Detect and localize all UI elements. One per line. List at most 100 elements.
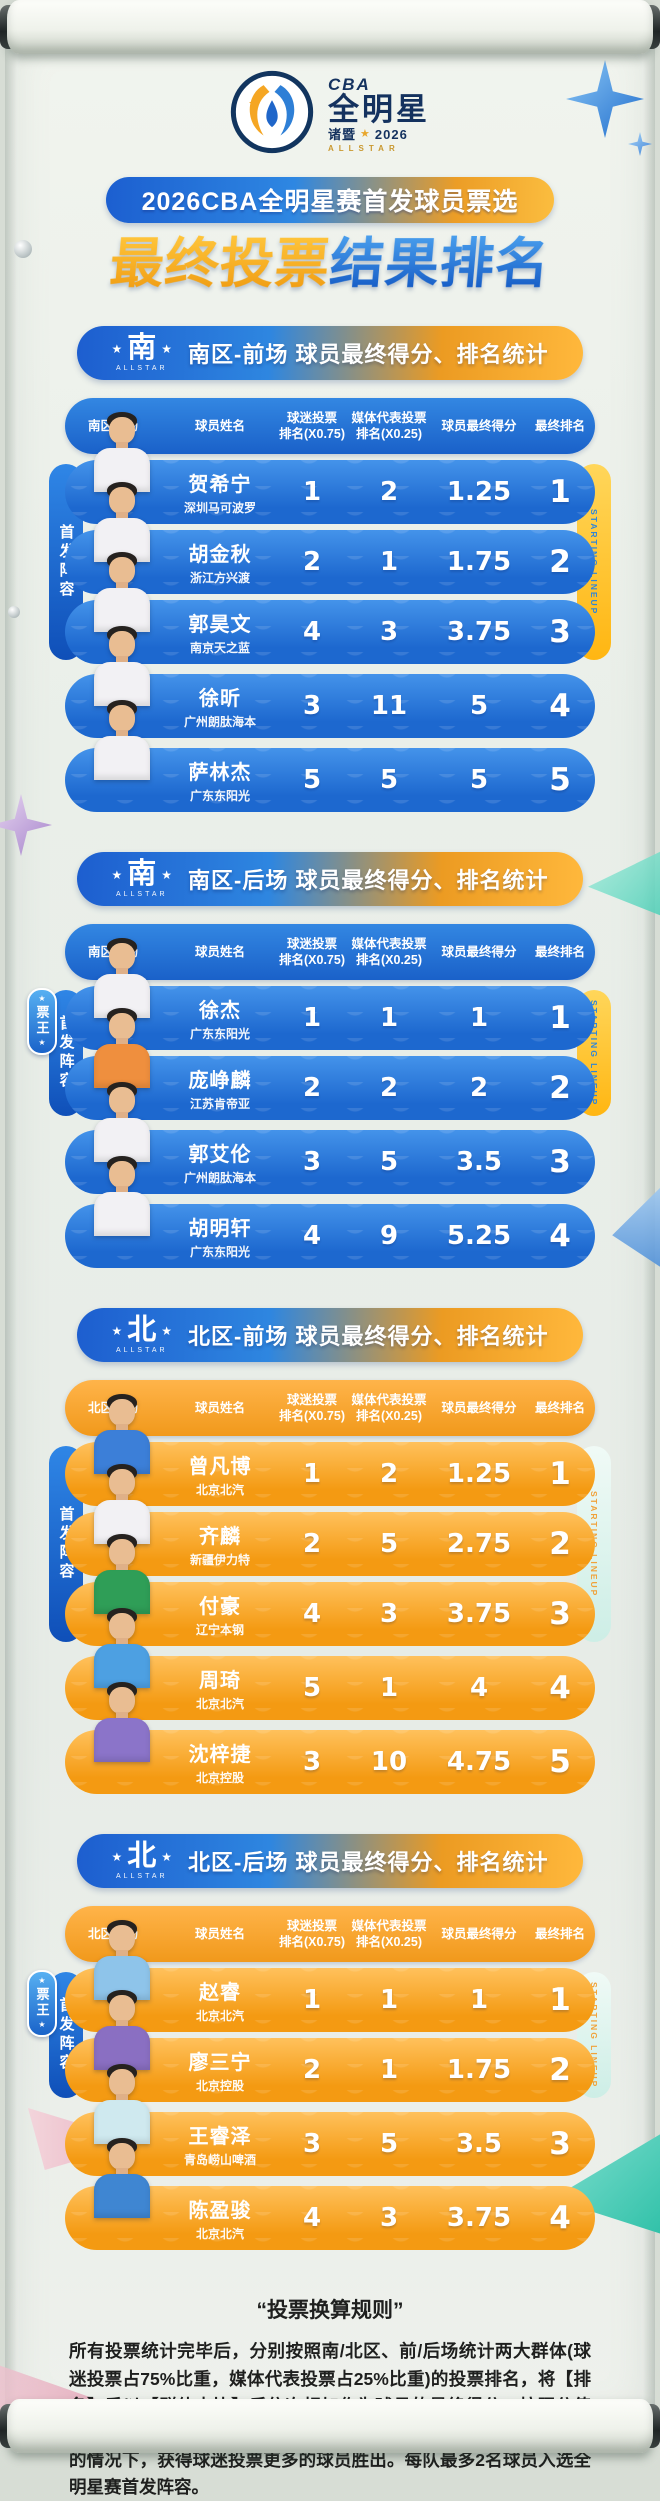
- column-media-vote: 媒体代表投票 排名(X0.25): [345, 1392, 433, 1425]
- fan-vote-rank-value: 2: [302, 2055, 322, 2086]
- player-avatar: [93, 1534, 151, 1615]
- media-vote-rank-value: 5: [379, 765, 399, 796]
- avatar-neck: [116, 582, 128, 593]
- media-vote-rank-value: 5: [379, 2129, 399, 2160]
- avatar-neck: [116, 1950, 128, 1961]
- avatar-face: [109, 1161, 135, 1189]
- player-row: ★ 票王 ★ 贺希宁 深圳马可波罗 1 2 1.25 1: [65, 412, 595, 525]
- player-identity: 王睿泽 青岛崂山啤酒: [161, 2120, 279, 2168]
- column-final-score: 球员最终得分: [441, 945, 517, 960]
- page-title-right: 结果排名: [327, 234, 553, 294]
- avatar-neck: [116, 1424, 128, 1435]
- avatar-face: [109, 1087, 135, 1115]
- column-line: 排名(X0.75): [279, 1409, 345, 1424]
- player-row: ★ 票王 ★ 付豪 辽宁本钢 4 3 3.75 3: [65, 1534, 595, 1647]
- player-identity: 郭艾伦 广州朗肽海本: [161, 1138, 279, 1186]
- player-team: 广州朗肽海本: [183, 1171, 256, 1186]
- player-team: 浙江方兴渡: [189, 571, 250, 586]
- media-vote-rank-value: 1: [379, 1673, 399, 1704]
- column-line: 球迷投票: [286, 1393, 337, 1408]
- player-team: 江苏肯帝亚: [189, 1097, 250, 1112]
- section-title: 北区-前场 球员最终得分、排名统计: [188, 1324, 549, 1350]
- logo-subline: 诸暨 ★ 2026: [328, 128, 430, 142]
- column-final-rank: 最终排名: [534, 1927, 585, 1942]
- fan-vote-rank-value: 2: [302, 547, 322, 578]
- media-vote-rank-value: 5: [379, 1147, 399, 1178]
- fan-vote-rank-value: 4: [302, 1599, 322, 1630]
- region-badge-sub: ALLSTAR: [115, 891, 168, 899]
- avatar-face: [109, 705, 135, 733]
- player-team: 北京北汽: [195, 1483, 244, 1498]
- player-row: ★ 票王 ★ 郭昊文 南京天之蓝 4 3 3.75 3: [65, 552, 595, 665]
- fan-vote-rank-value: 1: [302, 1985, 322, 2016]
- player-identity: 廖三宁 北京控股: [161, 2046, 279, 2094]
- scroll-roll-top: [0, 0, 660, 54]
- player-row: ★ 票王 ★ 赵睿 北京北汽 1 1 1 1: [27, 1920, 595, 2038]
- avatar-face: [109, 943, 135, 971]
- fan-vote-rank-value: 1: [302, 1459, 322, 1490]
- starting-lineup-group: 首发阵容 STARTING LINEUP ★ 票王 ★ 赵睿 北京北汽 1 1 …: [27, 1920, 611, 2103]
- player-name: 郭昊文: [188, 614, 252, 637]
- media-vote-rank-value: 1: [379, 547, 399, 578]
- final-score-value: 2.75: [446, 1529, 512, 1560]
- star-icon: ★: [38, 1976, 46, 1986]
- player-team: 辽宁本钢: [195, 1623, 244, 1638]
- player-name: 赵睿: [199, 1982, 241, 2005]
- region-badge-char: 北: [127, 1314, 157, 1347]
- avatar-face: [109, 1925, 135, 1953]
- avatar-neck: [116, 1186, 128, 1197]
- player-name: 陈盈骏: [188, 2200, 252, 2223]
- column-media-vote: 媒体代表投票 排名(X0.25): [345, 936, 433, 969]
- region-badge: ★ 北 ★ ALLSTAR: [112, 1842, 173, 1881]
- final-score-value: 3.5: [455, 1147, 503, 1178]
- starting-lineup-group: 首发阵容 STARTING LINEUP ★ 票王 ★ 徐杰 广东东阳光 1 1…: [27, 938, 611, 1121]
- avatar-jersey: [94, 736, 150, 781]
- player-identity: 齐麟 新疆伊力特: [161, 1520, 279, 1568]
- fan-vote-rank-value: 5: [302, 765, 322, 796]
- media-vote-rank-value: 3: [379, 2203, 399, 2234]
- final-rank-value: 4: [549, 1670, 571, 1707]
- player-team: 广州朗肽海本: [183, 715, 256, 730]
- avatar-neck: [116, 1712, 128, 1723]
- player-identity: 陈盈骏 北京北汽: [161, 2194, 279, 2242]
- media-vote-rank-value: 3: [379, 1599, 399, 1630]
- player-identity: 庞峥麟 江苏肯帝亚: [161, 1064, 279, 1112]
- player-name: 萨林杰: [188, 762, 252, 785]
- final-rank-value: 3: [549, 1144, 571, 1181]
- fan-vote-rank-value: 3: [302, 2129, 322, 2160]
- media-vote-rank-value: 5: [379, 1529, 399, 1560]
- logo-wordmark: CBA 全明星 诸暨 ★ 2026 ALLSTAR: [328, 75, 430, 153]
- avatar-neck: [116, 512, 128, 523]
- page-title: 最终投票结果排名: [0, 234, 660, 294]
- scroll-roll-bottom: [0, 2399, 660, 2453]
- region-badge: ★ 南 ★ ALLSTAR: [112, 860, 173, 899]
- media-vote-rank-value: 11: [370, 691, 408, 722]
- player-avatar: [93, 938, 151, 1019]
- player-avatar: [93, 1920, 151, 2001]
- avatar-jersey: [94, 1644, 150, 1689]
- player-identity: 赵睿 北京北汽: [161, 1976, 279, 2024]
- player-avatar: [93, 1608, 151, 1689]
- player-identity: 付豪 辽宁本钢: [161, 1590, 279, 1638]
- column-line: 排名(X0.25): [356, 1935, 422, 1950]
- column-final-rank: 最终排名: [534, 1401, 585, 1416]
- fan-vote-rank-value: 2: [302, 1529, 322, 1560]
- media-vote-rank-value: 1: [379, 2055, 399, 2086]
- player-identity: 周琦 北京北汽: [161, 1664, 279, 1712]
- final-rank-value: 4: [549, 2200, 571, 2237]
- star-icon: ★: [161, 867, 173, 882]
- final-rank-value: 4: [549, 688, 571, 725]
- fan-vote-rank-value: 5: [302, 1673, 322, 1704]
- final-rank-value: 1: [549, 1000, 571, 1037]
- player-identity: 郭昊文 南京天之蓝: [161, 608, 279, 656]
- player-avatar: [93, 412, 151, 493]
- avatar-neck: [116, 1638, 128, 1649]
- vote-king-badge: ★ 票王 ★: [27, 1970, 57, 2038]
- player-identity: 贺希宁 深圳马可波罗: [161, 468, 279, 516]
- avatar-neck: [116, 2168, 128, 2179]
- star-icon: ★: [360, 128, 371, 141]
- player-row: ★ 票王 ★ 徐昕 广州朗肽海本 3 11 5 4: [65, 626, 595, 739]
